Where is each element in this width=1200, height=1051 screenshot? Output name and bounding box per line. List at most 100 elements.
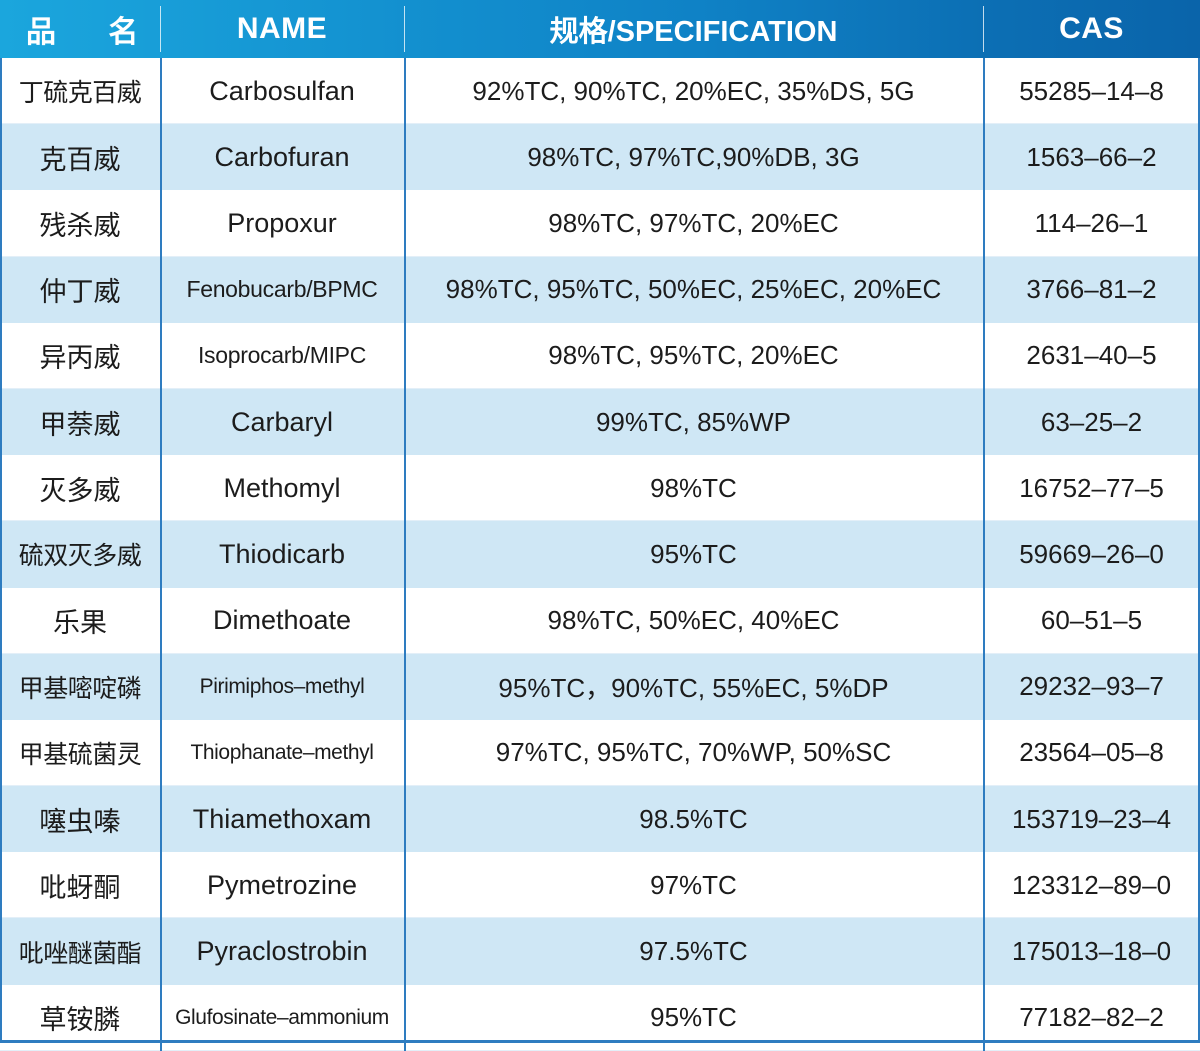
chinese-name-text: 吡蚜酮 [39, 872, 121, 903]
cas-number-text: 175013–18–0 [1011, 936, 1172, 967]
chinese-name-text: 克百威 [39, 144, 121, 175]
specification-text: 98%TC, 50%EC, 40%EC [547, 605, 840, 636]
cas-number-text: 123312–89–0 [1011, 869, 1172, 900]
column-header-name[interactable]: NAME [160, 0, 404, 58]
cell-cas-number: 23564–05–8 [983, 719, 1200, 787]
cell-chinese-name: 硫双灭多威 [0, 521, 160, 587]
chinese-name-text: 仲丁威 [39, 277, 121, 308]
english-name-text: Pymetrozine [206, 869, 358, 900]
english-name-text: Carbaryl [230, 406, 334, 437]
cell-chinese-name: 仲丁威 [0, 257, 160, 323]
cas-number-text: 63–25–2 [1040, 406, 1143, 437]
column-header-name-label: NAME [236, 12, 328, 45]
cas-number-text: 55285–14–8 [1019, 75, 1164, 106]
cell-english-name: Dimethoate [160, 587, 404, 654]
cell-chinese-name: 吡蚜酮 [0, 852, 160, 918]
cell-cas-number: 16752–77–5 [983, 455, 1200, 522]
english-name-text: Dimethoate [212, 605, 352, 636]
table-row: 甲基硫菌灵 Thiophanate–methyl 97%TC, 95%TC, 70%… [0, 719, 1200, 787]
table-left-border [0, 58, 2, 1043]
chinese-name-text: 异丙威 [39, 343, 121, 374]
chinese-name-text: 乐果 [53, 608, 107, 639]
cell-english-name: Propoxur [160, 190, 404, 257]
cell-cas-number: 114–26–1 [983, 190, 1200, 257]
column-header-specification[interactable]: 规格/SPECIFICATION [404, 0, 983, 58]
table-bottom-border [0, 1040, 1200, 1043]
cell-cas-number: 77182–82–2 [983, 984, 1200, 1051]
cell-cas-number: 3766–81–2 [983, 256, 1200, 323]
cell-specification: 97%TC, 95%TC, 70%WP, 50%SC [404, 719, 983, 787]
cell-english-name: Thiodicarb [160, 521, 404, 588]
table-row: 灭多威 Methomyl 98%TC 16752–77–5 [0, 455, 1200, 522]
cell-cas-number: 2631–40–5 [983, 322, 1200, 389]
cell-chinese-name: 克百威 [0, 124, 160, 190]
cell-cas-number: 29232–93–7 [983, 653, 1200, 720]
cas-number-text: 153719–23–4 [1011, 803, 1172, 834]
table-row: 甲萘威 Carbaryl 99%TC, 85%WP 63–25–2 [0, 388, 1200, 456]
cell-chinese-name: 甲基硫菌灵 [0, 720, 160, 786]
cell-specification: 98%TC, 97%TC,90%DB, 3G [404, 124, 983, 191]
chinese-name-text: 甲萘威 [39, 409, 121, 440]
specification-text: 92%TC, 90%TC, 20%EC, 35%DS, 5G [472, 75, 915, 106]
cell-specification: 98%TC, 95%TC, 20%EC [404, 322, 983, 389]
cas-number-text: 23564–05–8 [1019, 737, 1164, 768]
cell-english-name: Isoprocarb/MIPC [160, 322, 404, 389]
table-row: 甲基嘧啶磷 Pirimiphos–methyl 95%TC，90%TC, 55%EC… [0, 653, 1200, 720]
specification-text: 98%TC [650, 472, 737, 503]
table-row: 乐果 Dimethoate 98%TC, 50%EC, 40%EC 60–51–5 [0, 587, 1200, 654]
specification-text: 95%TC [650, 538, 737, 569]
table-body: 丁硫克百威 Carbosulfan 92%TC, 90%TC, 20%EC, 35%… [0, 58, 1200, 1051]
chinese-name-text: 噻虫嗪 [39, 806, 121, 837]
cell-chinese-name: 甲萘威 [0, 389, 160, 455]
chinese-name-text: 硫双灭多威 [18, 542, 142, 571]
chinese-name-text: 残杀威 [39, 210, 121, 241]
table-row: 噻虫嗪 Thiamethoxam 98.5%TC 153719–23–4 [0, 786, 1200, 853]
cell-specification: 92%TC, 90%TC, 20%EC, 35%DS, 5G [404, 58, 983, 125]
specification-text: 99%TC, 85%WP [595, 406, 792, 437]
cell-chinese-name: 吡唑醚菌酯 [0, 918, 160, 984]
cell-chinese-name: 丁硫克百威 [0, 58, 160, 124]
specification-text: 95%TC [650, 1002, 737, 1033]
cell-specification: 98.5%TC [404, 786, 983, 853]
cell-specification: 98%TC, 95%TC, 50%EC, 25%EC, 20%EC [404, 256, 983, 323]
table-row: 吡唑醚菌酯 Pyraclostrobin 97.5%TC 175013–18–0 [0, 918, 1200, 985]
cell-specification: 95%TC [404, 521, 983, 588]
cas-number-text: 3766–81–2 [1026, 274, 1157, 305]
cell-english-name: Pirimiphos–methyl [160, 653, 404, 720]
table-row: 异丙威 Isoprocarb/MIPC 98%TC, 95%TC, 20%EC 263… [0, 322, 1200, 389]
specification-text: 98.5%TC [639, 803, 748, 834]
cell-cas-number: 175013–18–0 [983, 918, 1200, 985]
cas-number-text: 29232–93–7 [1019, 671, 1164, 702]
cell-english-name: Thiophanate–methyl [160, 719, 404, 787]
cell-chinese-name: 灭多威 [0, 455, 160, 521]
cell-specification: 95%TC [404, 984, 983, 1051]
cell-cas-number: 123312–89–0 [983, 852, 1200, 919]
specification-text: 97%TC, 95%TC, 70%WP, 50%SC [495, 737, 892, 768]
cell-cas-number: 153719–23–4 [983, 786, 1200, 853]
column-header-cas[interactable]: CAS [983, 0, 1200, 58]
english-name-text: Pyraclostrobin [196, 936, 368, 967]
cas-number-text: 16752–77–5 [1019, 472, 1164, 503]
cell-specification: 97%TC [404, 852, 983, 919]
cas-number-text: 77182–82–2 [1019, 1002, 1164, 1033]
column-header-chinese-name[interactable]: 品 名 [0, 0, 160, 58]
specification-text: 97.5%TC [639, 936, 748, 967]
chinese-name-text: 草铵膦 [39, 1005, 121, 1036]
specification-text: 95%TC，90%TC, 55%EC, 5%DP [498, 673, 889, 704]
cell-english-name: Carbosulfan [160, 58, 404, 125]
english-name-text: Isoprocarb/MIPC [197, 342, 367, 369]
english-name-text: Thiophanate–methyl [190, 740, 374, 764]
cell-english-name: Fenobucarb/BPMC [160, 256, 404, 323]
column-header-chinese-name-label: 品 名 [26, 16, 160, 49]
cell-english-name: Carbofuran [160, 124, 404, 191]
cell-english-name: Thiamethoxam [160, 786, 404, 853]
cell-english-name: Methomyl [160, 455, 404, 522]
cas-number-text: 2631–40–5 [1026, 340, 1157, 371]
cell-chinese-name: 异丙威 [0, 323, 160, 389]
specification-text: 98%TC, 95%TC, 50%EC, 25%EC, 20%EC [445, 274, 942, 305]
cas-number-text: 1563–66–2 [1026, 141, 1157, 172]
cell-specification: 98%TC, 50%EC, 40%EC [404, 587, 983, 654]
table-row: 残杀威 Propoxur 98%TC, 97%TC, 20%EC 114–26–1 [0, 190, 1200, 257]
cell-chinese-name: 甲基嘧啶磷 [0, 654, 160, 720]
